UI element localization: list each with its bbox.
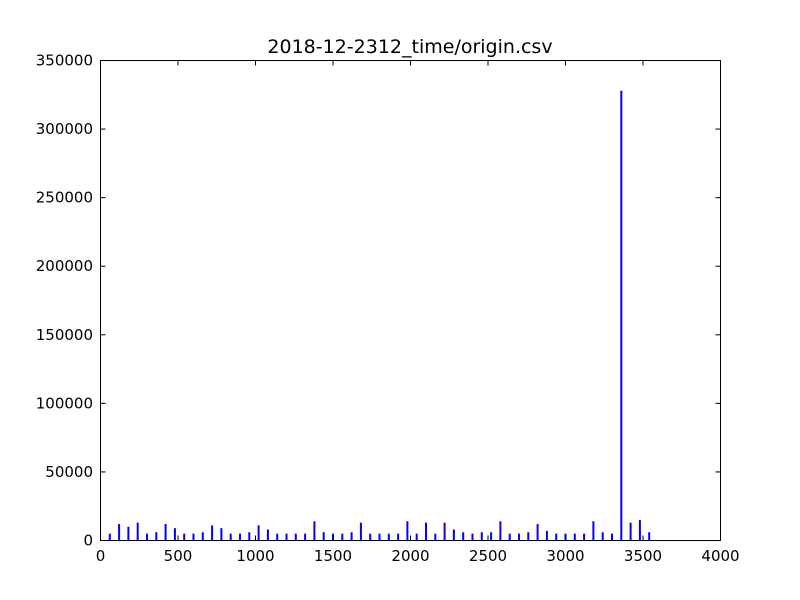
- y-tick-label: 100000: [36, 394, 93, 412]
- y-tick-label: 150000: [36, 326, 93, 344]
- y-tick-label: 200000: [36, 257, 93, 275]
- x-tick-label: 3000: [546, 547, 584, 565]
- y-tick-label: 250000: [36, 189, 93, 207]
- y-tick-label: 0: [83, 532, 93, 550]
- x-tick-label: 2500: [469, 547, 507, 565]
- ticks-layer: 0 500 1000 1500 2000 2500 3000 3500 4000 0 50000 10…: [36, 52, 740, 566]
- y-tick-label: 50000: [45, 463, 93, 481]
- y-tick-label: 300000: [36, 120, 93, 138]
- plot-frame: [100, 60, 721, 541]
- x-tick-label: 500: [164, 547, 193, 565]
- x-tick-label: 1500: [314, 547, 352, 565]
- x-tick-label: 2000: [391, 547, 429, 565]
- x-tick-label: 0: [96, 547, 106, 565]
- x-tick-label: 3500: [624, 547, 662, 565]
- chart-title: 2018-12-2312_time/origin.csv: [267, 36, 552, 58]
- bars-layer: [108, 90, 651, 541]
- x-tick-label: 4000: [701, 547, 739, 565]
- y-tick-label: 350000: [36, 52, 93, 70]
- x-tick-label: 1000: [236, 547, 274, 565]
